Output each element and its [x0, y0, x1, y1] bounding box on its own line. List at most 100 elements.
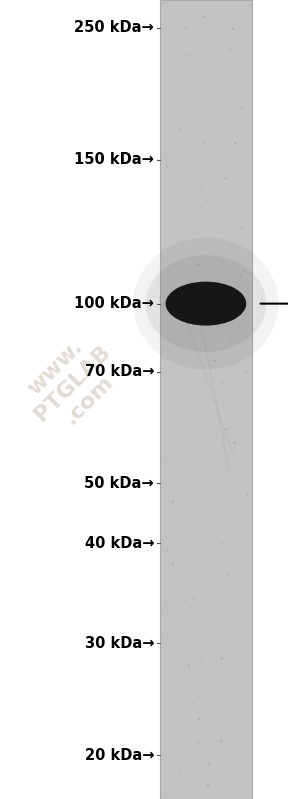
Point: [201, 10, 206, 23]
Point: [160, 248, 164, 261]
Point: [235, 66, 239, 78]
Text: 150 kDa→: 150 kDa→: [74, 153, 154, 167]
Point: [203, 374, 207, 387]
Point: [237, 320, 242, 332]
Point: [202, 450, 206, 463]
Point: [200, 431, 205, 444]
Point: [240, 101, 245, 114]
Point: [179, 383, 184, 396]
Point: [192, 239, 197, 252]
Point: [231, 98, 235, 111]
Point: [179, 757, 184, 769]
Point: [184, 753, 188, 766]
Point: [171, 582, 175, 595]
Point: [224, 423, 229, 435]
Point: [242, 264, 247, 276]
Point: [188, 276, 193, 288]
Point: [171, 749, 175, 762]
Point: [187, 48, 192, 61]
Point: [164, 208, 168, 221]
Point: [165, 630, 169, 642]
Text: 40 kDa→: 40 kDa→: [85, 536, 154, 551]
Point: [213, 354, 217, 367]
Point: [190, 485, 194, 498]
Point: [196, 308, 200, 320]
Point: [175, 766, 180, 779]
Point: [165, 161, 170, 173]
Point: [245, 488, 250, 501]
Point: [200, 292, 205, 304]
Point: [216, 72, 220, 85]
Point: [178, 123, 183, 136]
Point: [234, 701, 239, 714]
Point: [206, 642, 211, 655]
Point: [228, 44, 233, 57]
Point: [206, 559, 210, 572]
Point: [200, 258, 205, 271]
Point: [197, 567, 201, 580]
Point: [208, 564, 213, 577]
Point: [170, 558, 175, 570]
Point: [196, 145, 201, 157]
Point: [246, 113, 251, 126]
Point: [213, 670, 218, 683]
Text: 250 kDa→: 250 kDa→: [74, 21, 154, 35]
Point: [240, 221, 245, 234]
Point: [183, 21, 187, 34]
Point: [166, 609, 170, 622]
Point: [204, 570, 208, 582]
Point: [229, 335, 233, 348]
Point: [218, 638, 222, 650]
Point: [223, 106, 228, 119]
Point: [225, 572, 230, 585]
Point: [244, 366, 249, 379]
Point: [234, 525, 238, 538]
Text: 30 kDa→: 30 kDa→: [85, 636, 154, 650]
Point: [225, 568, 230, 581]
Bar: [160, 0, 252, 799]
Ellipse shape: [133, 238, 278, 369]
Ellipse shape: [166, 282, 246, 326]
Point: [161, 152, 166, 165]
Point: [212, 634, 217, 646]
Point: [196, 258, 201, 271]
Point: [186, 318, 190, 331]
Point: [226, 502, 231, 515]
Point: [193, 73, 198, 85]
Point: [190, 134, 195, 147]
Point: [243, 330, 248, 343]
Point: [230, 22, 235, 35]
Point: [197, 713, 202, 725]
Point: [185, 439, 189, 451]
Point: [218, 292, 222, 305]
Point: [199, 653, 204, 666]
Point: [192, 679, 196, 692]
Point: [164, 595, 168, 608]
Point: [159, 729, 164, 741]
Point: [232, 318, 236, 331]
Point: [238, 271, 243, 284]
Point: [201, 136, 206, 149]
Point: [219, 735, 223, 748]
Point: [222, 457, 227, 470]
Point: [206, 778, 210, 791]
Point: [221, 376, 226, 389]
Text: 100 kDa→: 100 kDa→: [74, 296, 154, 311]
Point: [240, 152, 245, 165]
Point: [200, 181, 204, 193]
Point: [232, 436, 237, 449]
Point: [223, 286, 228, 299]
Point: [172, 189, 177, 201]
Text: 70 kDa→: 70 kDa→: [85, 364, 154, 379]
Point: [199, 201, 204, 214]
Point: [167, 502, 172, 515]
Point: [163, 452, 167, 465]
Point: [228, 322, 232, 335]
Point: [204, 368, 208, 380]
Point: [210, 7, 215, 20]
Point: [202, 392, 207, 404]
Point: [243, 623, 248, 636]
Point: [187, 659, 191, 672]
Point: [174, 196, 178, 209]
Point: [187, 602, 191, 615]
